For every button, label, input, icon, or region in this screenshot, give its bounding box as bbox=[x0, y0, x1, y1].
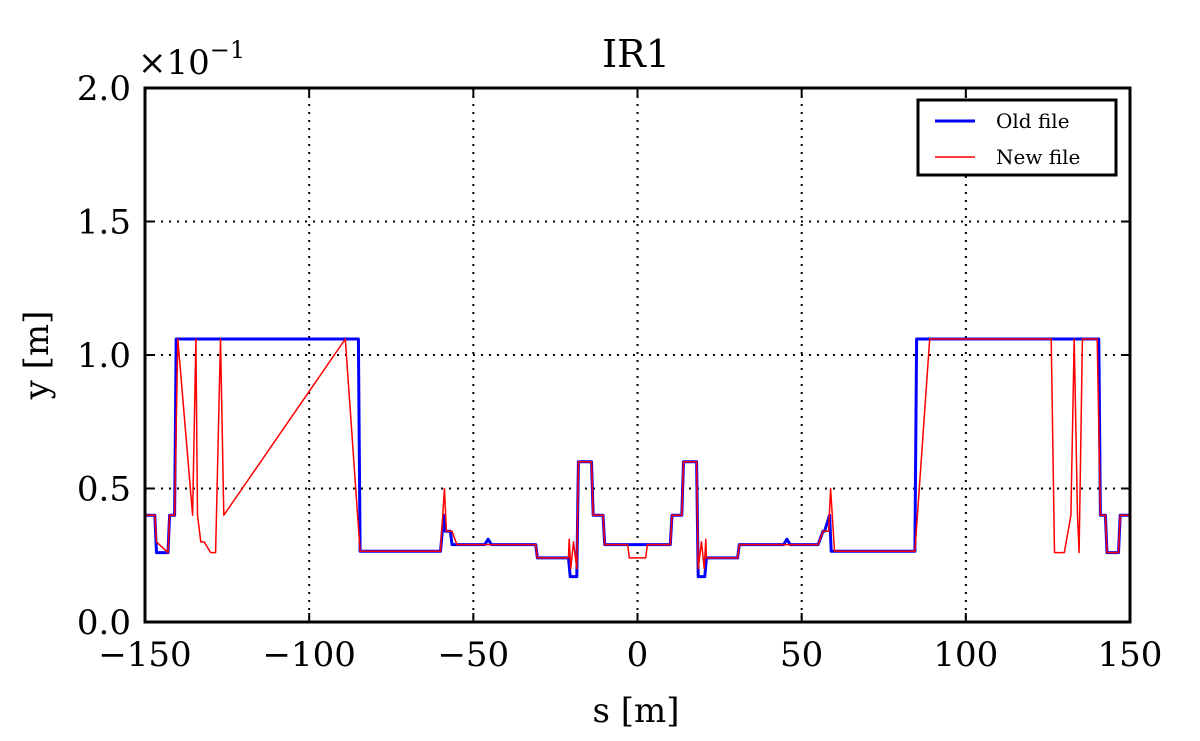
legend-box bbox=[916, 98, 1118, 177]
ticks: −150 −100 −50 0 50 100 150 0.0 0.5 1.0 1.5 2.0 bbox=[77, 69, 1163, 675]
x-tick-label: −50 bbox=[437, 635, 509, 675]
y-tick-label: 2.0 bbox=[77, 69, 131, 109]
chart-title: IR1 bbox=[602, 32, 670, 76]
y-multiplier: ×10−1 bbox=[138, 36, 245, 83]
y-tick-label: 0.5 bbox=[77, 470, 131, 510]
y-multiplier-base: ×10 bbox=[138, 43, 210, 83]
series-group bbox=[145, 337, 1130, 579]
x-tick-label: 0 bbox=[627, 635, 649, 675]
x-tick-label: −100 bbox=[262, 635, 355, 675]
x-axis-label: s [m] bbox=[592, 691, 679, 731]
x-tick-label: 50 bbox=[780, 635, 823, 675]
y-tick-label: 1.5 bbox=[77, 203, 131, 243]
legend-label-old-file: Old file bbox=[996, 109, 1070, 133]
legend: Old file New file bbox=[916, 98, 1118, 177]
y-tick-label: 0.0 bbox=[77, 603, 131, 643]
x-tick-label: 100 bbox=[933, 635, 998, 675]
legend-label-new-file: New file bbox=[996, 145, 1080, 169]
y-axis-label: y [m] bbox=[17, 311, 57, 401]
series-line-new-file bbox=[145, 338, 1130, 570]
y-tick-label: 1.0 bbox=[77, 336, 131, 376]
y-multiplier-exponent: −1 bbox=[210, 36, 245, 64]
x-tick-label: −150 bbox=[98, 635, 191, 675]
grid bbox=[145, 88, 1130, 622]
x-tick-label: 150 bbox=[1098, 635, 1163, 675]
